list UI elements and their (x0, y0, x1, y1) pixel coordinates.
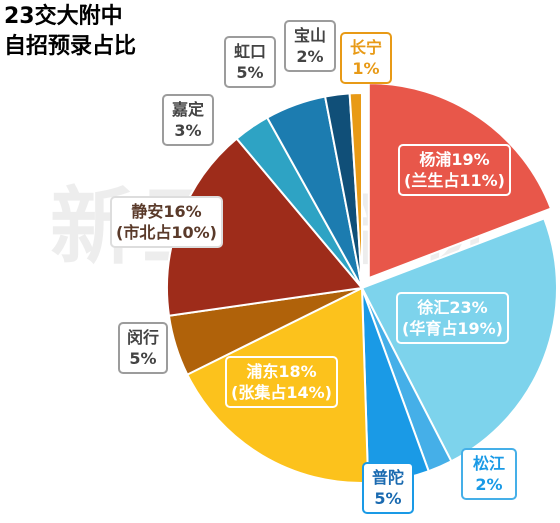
label-pudong-sub: (张集占14%) (231, 383, 332, 402)
label-jiading: 嘉定 3% (162, 94, 214, 146)
label-putuo: 普陀 5% (362, 462, 414, 514)
chart-title: 23交大附中 自招预录占比 (4, 2, 204, 62)
label-songjiang-main: 松江 (472, 454, 505, 473)
pie-slice-1 (360, 217, 558, 463)
label-jiading-main: 嘉定 (171, 100, 204, 119)
label-changning: 长宁 1% (340, 32, 392, 84)
label-changning-sub: 1% (352, 59, 380, 78)
label-yangpu-main: 杨浦19% (419, 150, 490, 169)
label-minhang-main: 闵行 (126, 328, 159, 347)
label-baoshan: 宝山 2% (284, 20, 336, 72)
pie-slice-0 (367, 82, 553, 280)
label-putuo-main: 普陀 (371, 468, 404, 487)
label-yangpu: 杨浦19% (兰生占11%) (398, 144, 511, 196)
label-jiading-sub: 3% (174, 121, 202, 140)
label-baoshan-main: 宝山 (293, 26, 326, 45)
label-jingan: 静安16% (市北占10%) (110, 196, 223, 248)
label-jingan-main: 静安16% (131, 202, 202, 221)
label-xuhui-sub: (华育占19%) (402, 319, 503, 338)
label-putuo-sub: 5% (374, 489, 402, 508)
label-baoshan-sub: 2% (296, 47, 324, 66)
label-minhang: 闵行 5% (118, 322, 168, 374)
label-xuhui: 徐汇23% (华育占19%) (396, 292, 509, 344)
label-minhang-sub: 5% (129, 349, 157, 368)
pie-slice-4 (185, 286, 370, 484)
label-pudong: 浦东18% (张集占14%) (225, 356, 338, 408)
label-hongkou: 虹口 5% (224, 36, 276, 88)
label-xuhui-main: 徐汇23% (417, 298, 488, 317)
label-hongkou-sub: 5% (236, 63, 264, 82)
label-changning-main: 长宁 (349, 38, 382, 57)
label-hongkou-main: 虹口 (233, 42, 266, 61)
pie-slice-10 (348, 91, 363, 289)
chart-title-line-1: 23交大附中 (4, 4, 123, 29)
label-yangpu-sub: (兰生占11%) (404, 171, 505, 190)
label-songjiang: 松江 2% (461, 448, 517, 500)
chart-title-line-2: 自招预录占比 (4, 34, 137, 59)
label-pudong-main: 浦东18% (246, 362, 317, 381)
label-songjiang-sub: 2% (475, 475, 503, 494)
label-jingan-sub: (市北占10%) (116, 223, 217, 242)
